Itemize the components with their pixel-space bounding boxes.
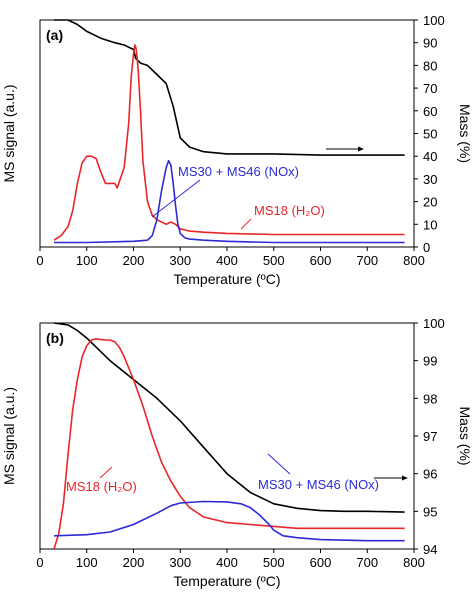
- panel-label: (b): [46, 330, 64, 346]
- x-tick-label: 500: [263, 555, 285, 570]
- annotation-label: MS30 + MS46 (NOx): [258, 477, 379, 492]
- y-right-tick-label: 96: [423, 467, 437, 482]
- x-tick-label: 200: [123, 555, 145, 570]
- y-right-tick-label: 95: [423, 504, 437, 519]
- x-tick-label: 300: [169, 253, 191, 268]
- x-tick-label: 800: [403, 555, 425, 570]
- y-right-tick-label: 94: [423, 542, 437, 557]
- series-line-mass: [53, 322, 405, 513]
- x-tick-label: 0: [36, 253, 43, 268]
- y-right-tick-label: 97: [423, 429, 437, 444]
- y-right-tick-label: 60: [423, 104, 437, 119]
- annotation-leader-line: [99, 466, 113, 479]
- chart-panel-a: 0 100 200 300 400 500 600 700 800010203040506070…: [1, 13, 473, 287]
- y-right-tick-label: 50: [423, 127, 437, 142]
- plot-frame: [39, 19, 415, 248]
- x-tick-label: 600: [310, 253, 332, 268]
- y-right-tick-label: 100: [423, 316, 445, 331]
- annotation-leader-line: [267, 453, 291, 475]
- x-axis-label: Temperature (ºC): [173, 573, 280, 589]
- series-line-h2o: [53, 337, 405, 550]
- y-right-tick-label: 10: [423, 217, 437, 232]
- y-right-tick-label: 20: [423, 195, 437, 210]
- y-right-tick-label: 70: [423, 81, 437, 96]
- x-tick-label: 400: [216, 555, 238, 570]
- x-tick-label: 100: [76, 555, 98, 570]
- x-tick-label: 0: [36, 555, 43, 570]
- annotation-leader-line: [151, 179, 201, 218]
- series-line-nox: [53, 500, 405, 542]
- y-right-tick-label: 100: [423, 13, 445, 28]
- annotation-label: MS18 (H₂O): [254, 203, 325, 218]
- plot-frame: [39, 322, 415, 550]
- annotation-label: MS18 (H₂O): [66, 479, 137, 494]
- y-right-axis-label: Mass (%): [457, 104, 473, 163]
- x-tick-label: 400: [216, 253, 238, 268]
- y-right-tick-label: 0: [423, 240, 430, 255]
- series-line-nox: [54, 159, 405, 244]
- x-tick-label: 700: [356, 555, 378, 570]
- x-tick-label: 500: [263, 253, 285, 268]
- y-right-axis-label: Mass (%): [457, 406, 473, 465]
- y-left-axis-label: MS signal (a.u.): [1, 84, 17, 182]
- x-axis-label: Temperature (ºC): [173, 271, 280, 287]
- annotation-leader-line: [240, 218, 252, 230]
- y-right-tick-label: 99: [423, 354, 437, 369]
- annotation-label: MS30 + MS46 (NOx): [178, 164, 299, 179]
- y-left-axis-label: MS signal (a.u.): [1, 387, 17, 485]
- y-right-tick-label: 30: [423, 172, 437, 187]
- x-tick-label: 100: [76, 253, 98, 268]
- right-axis-arrowhead: [358, 146, 364, 152]
- x-tick-label: 600: [310, 555, 332, 570]
- y-right-tick-label: 98: [423, 391, 437, 406]
- y-right-tick-label: 90: [423, 36, 437, 51]
- y-right-tick-label: 40: [423, 149, 437, 164]
- series-line-mass: [54, 19, 405, 156]
- x-tick-label: 300: [169, 555, 191, 570]
- x-tick-label: 700: [356, 253, 378, 268]
- x-tick-label: 800: [403, 253, 425, 268]
- panel-label: (a): [46, 27, 63, 43]
- x-tick-label: 200: [123, 253, 145, 268]
- series-line-h2o: [53, 44, 405, 241]
- right-axis-arrowhead: [402, 475, 408, 481]
- y-right-tick-label: 80: [423, 58, 437, 73]
